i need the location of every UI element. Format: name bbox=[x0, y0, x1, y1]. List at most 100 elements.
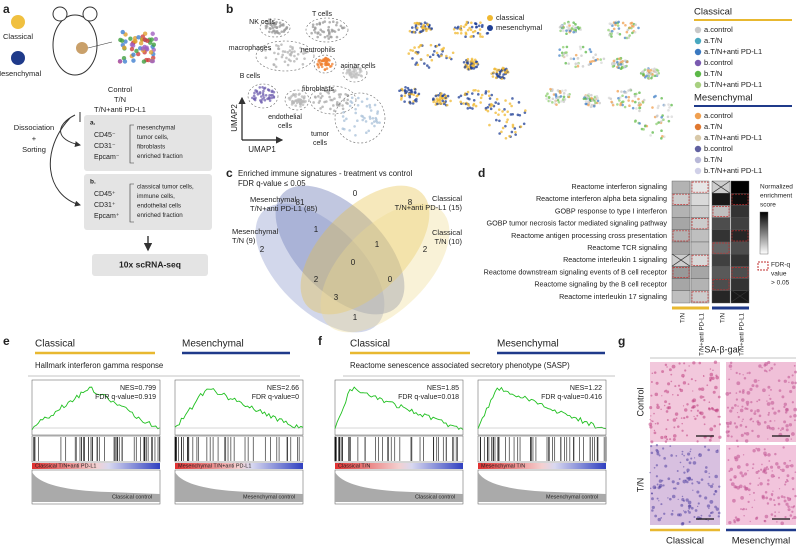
umap-point bbox=[547, 95, 551, 99]
tissue-stain bbox=[666, 390, 670, 394]
umap-point bbox=[264, 56, 268, 59]
umap-point bbox=[655, 122, 658, 126]
umap-point bbox=[350, 101, 354, 104]
tissue-stain bbox=[771, 407, 775, 410]
umap-point bbox=[285, 26, 289, 29]
column-label: T/N bbox=[720, 313, 727, 323]
tissue-stain bbox=[783, 420, 787, 424]
umap-point bbox=[254, 89, 257, 92]
tissue-stain bbox=[715, 507, 720, 511]
umap-point bbox=[607, 28, 610, 32]
umap-point bbox=[353, 67, 356, 71]
nonsig-box bbox=[691, 218, 709, 230]
umap-point bbox=[559, 29, 562, 33]
umap-point bbox=[354, 107, 357, 111]
umap-point bbox=[341, 104, 344, 107]
set-label: T/N (10) bbox=[434, 237, 462, 246]
tissue-stain bbox=[793, 413, 797, 418]
umap-point bbox=[272, 95, 276, 99]
tissue-stain bbox=[668, 368, 672, 372]
umap-point bbox=[471, 107, 474, 110]
umap-point bbox=[350, 96, 354, 100]
heatmap-cell bbox=[711, 205, 731, 218]
tissue-stain bbox=[654, 514, 658, 518]
umap-point bbox=[416, 51, 420, 54]
umap-point bbox=[587, 63, 591, 67]
tissue-stain bbox=[667, 477, 671, 481]
umap-point bbox=[468, 26, 471, 30]
tissue-stain bbox=[748, 371, 751, 375]
umap-point bbox=[464, 35, 467, 38]
tissue-stain bbox=[654, 423, 657, 425]
umap-point bbox=[438, 100, 442, 104]
tissue-stain bbox=[693, 516, 696, 519]
tissue-stain bbox=[784, 483, 787, 486]
panel-label: b bbox=[226, 2, 233, 16]
tissue-stain bbox=[708, 484, 710, 487]
tissue-stain bbox=[692, 461, 697, 465]
umap-point bbox=[466, 28, 470, 32]
umap-point bbox=[494, 101, 498, 104]
umap-point bbox=[590, 59, 594, 63]
umap-point bbox=[651, 131, 655, 134]
tissue-stain bbox=[758, 414, 762, 418]
tissue-stain bbox=[730, 368, 732, 370]
tissue-stain bbox=[741, 398, 745, 402]
tissue-stain bbox=[696, 404, 699, 407]
tissue-stain bbox=[686, 458, 689, 462]
pathway-label: GOBP tumor necrosis factor mediated sign… bbox=[487, 219, 668, 228]
umap-point bbox=[346, 94, 350, 98]
tissue-stain bbox=[684, 408, 688, 412]
tissue-stain bbox=[750, 401, 753, 404]
umap-point bbox=[327, 25, 331, 29]
tissue-stain bbox=[670, 380, 673, 383]
umap-point bbox=[617, 20, 621, 24]
umap-point bbox=[634, 23, 637, 26]
tissue-stain bbox=[725, 392, 730, 396]
fraction-description: fibroblasts bbox=[137, 144, 165, 151]
umap-point bbox=[524, 109, 527, 112]
umap-point bbox=[431, 98, 435, 102]
umap-point bbox=[253, 98, 257, 102]
umap-point bbox=[342, 110, 345, 114]
negative-label: Classical control bbox=[112, 494, 152, 500]
heatmap-cell bbox=[730, 241, 750, 255]
umap-point bbox=[434, 94, 438, 98]
metric-area bbox=[32, 472, 160, 502]
umap-point bbox=[470, 21, 473, 25]
umap-point bbox=[452, 28, 456, 31]
tissue-stain bbox=[717, 515, 720, 518]
pathway-label: Reactome downstream signaling events of … bbox=[484, 267, 668, 276]
heatmap-cell bbox=[730, 205, 750, 218]
umap-point bbox=[639, 103, 643, 106]
umap-point bbox=[469, 28, 473, 32]
tumor-cell bbox=[151, 42, 157, 47]
umap-point bbox=[303, 57, 306, 60]
cell-type-label: NK cells bbox=[249, 19, 275, 26]
tissue-stain bbox=[781, 427, 785, 430]
tissue-stain bbox=[767, 479, 770, 482]
fraction-box bbox=[84, 115, 212, 171]
umap-point bbox=[331, 62, 334, 66]
umap-point bbox=[342, 119, 346, 122]
tissue-stain bbox=[729, 478, 733, 481]
umap-point bbox=[623, 91, 626, 94]
umap-point bbox=[508, 102, 512, 105]
tumor-cell bbox=[142, 37, 147, 42]
tissue-stain bbox=[674, 412, 679, 416]
legend-item: a.T/N bbox=[704, 36, 722, 45]
umap-point bbox=[353, 72, 356, 76]
umap-point bbox=[618, 99, 621, 102]
tissue-stain bbox=[791, 374, 794, 377]
tissue-stain bbox=[777, 465, 781, 469]
venn-count: 8 bbox=[408, 198, 413, 207]
umap-point bbox=[487, 94, 491, 98]
umap-point bbox=[503, 108, 506, 111]
umap-point bbox=[619, 61, 623, 64]
umap-point bbox=[310, 31, 313, 35]
umap-point bbox=[326, 90, 329, 94]
umap-point bbox=[329, 35, 332, 39]
tissue-stain bbox=[788, 381, 790, 384]
tissue-stain bbox=[700, 387, 705, 391]
tissue-stain bbox=[792, 487, 795, 491]
